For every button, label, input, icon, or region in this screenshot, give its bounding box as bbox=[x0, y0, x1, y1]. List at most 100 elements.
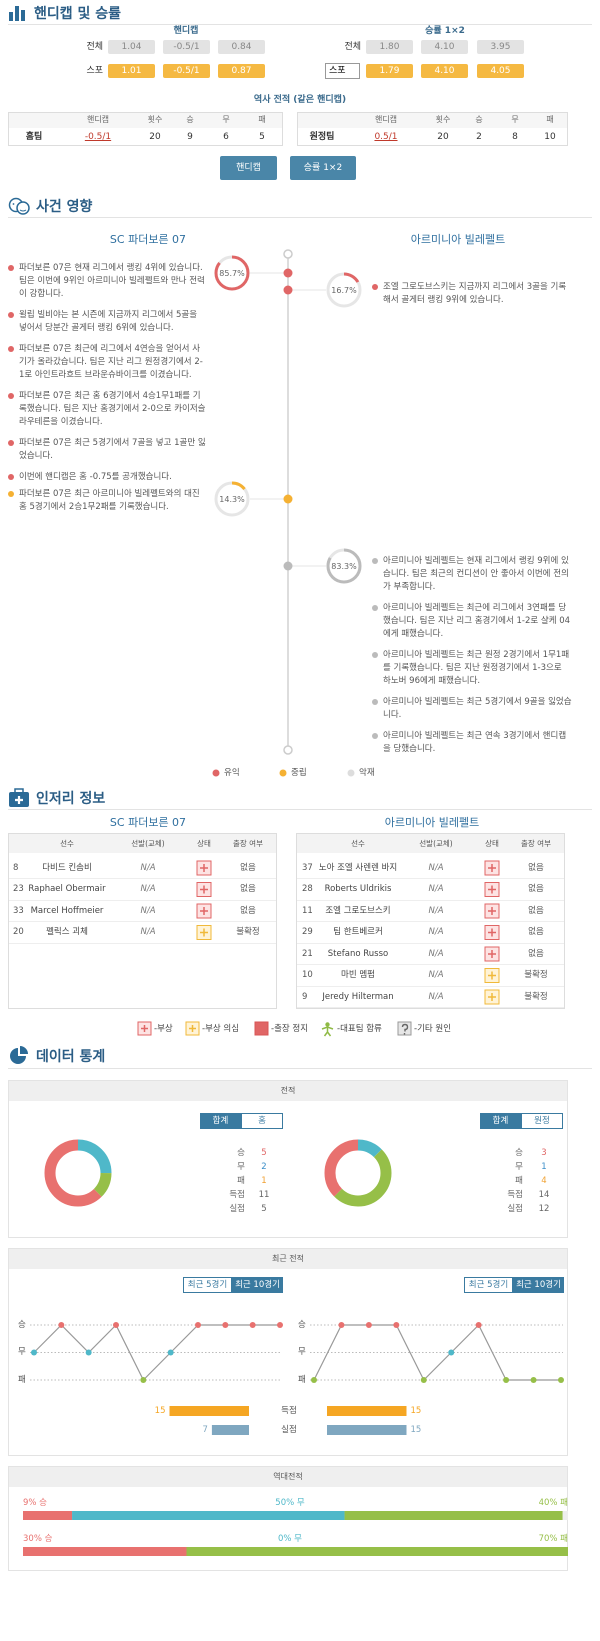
injury-legend-label: -대표팀 합류 bbox=[337, 1023, 382, 1034]
player-availability: 불확정 bbox=[236, 927, 260, 938]
row-divider bbox=[297, 878, 564, 879]
bullet bbox=[8, 440, 14, 446]
player-name: Marcel Hoffmeier bbox=[30, 905, 104, 916]
odds-cell: 1.79 bbox=[366, 64, 413, 78]
event-text: 아르미니아 빌레펠트는 최근 5경기에서 9골을 잃었습니다. bbox=[383, 697, 572, 720]
donut-label: 14.3% bbox=[219, 495, 245, 504]
row-divider bbox=[297, 921, 564, 922]
odds-cell: 1.80 bbox=[366, 40, 413, 54]
injury-header: 출장 여부 bbox=[233, 839, 263, 849]
event-text: 이번에 핸디캡은 홈 -0.75를 공개했습니다. bbox=[19, 472, 172, 482]
donut-arc bbox=[326, 548, 362, 584]
timeline-dot bbox=[283, 285, 293, 295]
history-header: 승 bbox=[475, 115, 483, 124]
panel-title: 역대전적 bbox=[273, 1472, 303, 1481]
record-label: 득점 bbox=[229, 1189, 245, 1200]
player-lineup: N/A bbox=[428, 884, 444, 895]
player-lineup: N/A bbox=[428, 862, 444, 873]
odds-cell: -0.5/1 bbox=[163, 64, 210, 78]
event-item: 파더보른 07은 최근 홈 6경기에서 4승1무1패를 기록했습니다. 팀은 지… bbox=[8, 390, 206, 429]
history-header-row bbox=[9, 113, 282, 128]
event-item: 아르미니아 빌레펠트는 현재 리그에서 랭킹 9위에 있습니다. 팀은 최근의 … bbox=[372, 555, 572, 594]
history-header: 승 bbox=[186, 115, 194, 124]
tab-button[interactable]: 승률 1×2 bbox=[290, 156, 356, 180]
tab[interactable]: 합계 bbox=[200, 1113, 241, 1129]
timeline-dot bbox=[283, 268, 293, 278]
timeline-dot bbox=[283, 494, 293, 504]
bullet bbox=[372, 605, 378, 611]
panel-title: 전적 bbox=[280, 1086, 296, 1095]
odds-cell: 1.04 bbox=[108, 40, 155, 54]
divider bbox=[8, 1068, 592, 1069]
level-label: 승 bbox=[298, 1319, 306, 1330]
player-name: Roberts Uldrikis bbox=[324, 884, 392, 895]
odds-cell: 3.95 bbox=[477, 40, 524, 54]
row-divider bbox=[9, 878, 276, 879]
tab[interactable]: 최근 10경기 bbox=[513, 1277, 564, 1293]
tab[interactable]: 최근 5경기 bbox=[183, 1277, 232, 1293]
record-value: 1 bbox=[261, 1175, 267, 1186]
odds-cell: 4.05 bbox=[477, 64, 524, 78]
player-availability: 없음 bbox=[240, 905, 256, 916]
section-title: 인저리 정보 bbox=[36, 791, 106, 807]
section-header: 데이터 통계 bbox=[8, 1046, 105, 1066]
history-cell: 20 bbox=[437, 131, 449, 142]
tab-button[interactable]: 핸디캡 bbox=[220, 156, 277, 180]
row-divider bbox=[9, 942, 276, 944]
row-divider bbox=[297, 985, 564, 987]
tab[interactable]: 최근 10경기 bbox=[232, 1277, 283, 1293]
record-value: 2 bbox=[261, 1161, 267, 1172]
team-name: 아르미니아 빌레펠트 bbox=[384, 815, 480, 829]
event-text: 윌립 빌비야는 본 시즌에 지금까지 리그에서 5골을 넣어서 당분간 골게터 … bbox=[19, 310, 198, 333]
record-label: 패 bbox=[237, 1175, 245, 1186]
injury-legend-label: -기타 원인 bbox=[414, 1023, 452, 1034]
record-value: 3 bbox=[541, 1147, 547, 1158]
level-label: 무 bbox=[298, 1347, 306, 1358]
chart-icon bbox=[9, 6, 25, 21]
event-text: 파더보른 07은 최근에 리그에서 4연승을 얻어서 사기가 올라갔습니다. 팀… bbox=[19, 344, 203, 380]
odds-cell: 4.10 bbox=[421, 40, 468, 54]
h2h-label: 70% 패 bbox=[538, 1533, 568, 1544]
legend-dot bbox=[347, 769, 355, 777]
player-number: 29 bbox=[302, 927, 313, 938]
player-number: 28 bbox=[302, 884, 313, 895]
tab[interactable]: 원정 bbox=[521, 1113, 563, 1129]
odds-cell: 0.87 bbox=[218, 64, 265, 78]
timeline-dot bbox=[283, 561, 293, 571]
history-header: 횟수 bbox=[435, 115, 451, 124]
history-cell: 8 bbox=[512, 131, 518, 142]
tab[interactable]: 최근 5경기 bbox=[464, 1277, 513, 1293]
legend-label: 악재 bbox=[359, 767, 375, 778]
select[interactable]: 스포 bbox=[325, 63, 360, 79]
legend-dot bbox=[212, 769, 220, 777]
event-list: 아르미니아 빌레펠트는 현재 리그에서 랭킹 9위에 있습니다. 팀은 최근의 … bbox=[372, 555, 572, 764]
donut-label: 83.3% bbox=[331, 562, 357, 571]
tab[interactable]: 홈 bbox=[241, 1113, 283, 1129]
event-item: 아르미니아 빌레펠트는 최근 연속 3경기에서 핸디캡을 당했습니다. bbox=[372, 730, 572, 756]
event-item: 아르미니아 빌레펠트는 최근 5경기에서 9골을 잃었습니다. bbox=[372, 696, 572, 722]
player-lineup: N/A bbox=[140, 862, 156, 873]
record-label: 승 bbox=[515, 1147, 523, 1158]
bullet bbox=[372, 699, 378, 705]
bullet bbox=[8, 346, 14, 352]
player-name: 펠릭스 괴체 bbox=[46, 927, 88, 938]
goal-value: 15 bbox=[154, 1405, 166, 1416]
tab[interactable]: 합계 bbox=[480, 1113, 521, 1129]
history-title: 역사 전적 (같은 핸디캡) bbox=[253, 94, 347, 105]
player-number: 33 bbox=[13, 905, 24, 916]
record-value: 1 bbox=[541, 1161, 547, 1172]
player-name: Raphael Obermair bbox=[28, 884, 106, 895]
row-label: 전체 bbox=[86, 41, 103, 52]
bullet bbox=[8, 312, 14, 318]
event-text: 아르미니아 빌레펠트는 현재 리그에서 랭킹 9위에 있습니다. 팀은 최근의 … bbox=[383, 556, 569, 592]
event-item: 조엘 그로도브스키는 지금까지 리그에서 3골을 기록해서 골게터 랭킹 9위에… bbox=[372, 281, 572, 307]
record-value: 12 bbox=[538, 1203, 550, 1214]
player-number: 23 bbox=[13, 884, 24, 895]
panel-title-bar bbox=[9, 1467, 567, 1487]
player-availability: 불확정 bbox=[524, 970, 548, 981]
record-label: 득점 bbox=[507, 1189, 523, 1200]
row-label: 전체 bbox=[344, 41, 361, 52]
history-header: 핸디캡 bbox=[374, 115, 398, 124]
history-header: 무 bbox=[222, 115, 230, 124]
history-cell: 10 bbox=[544, 131, 556, 142]
